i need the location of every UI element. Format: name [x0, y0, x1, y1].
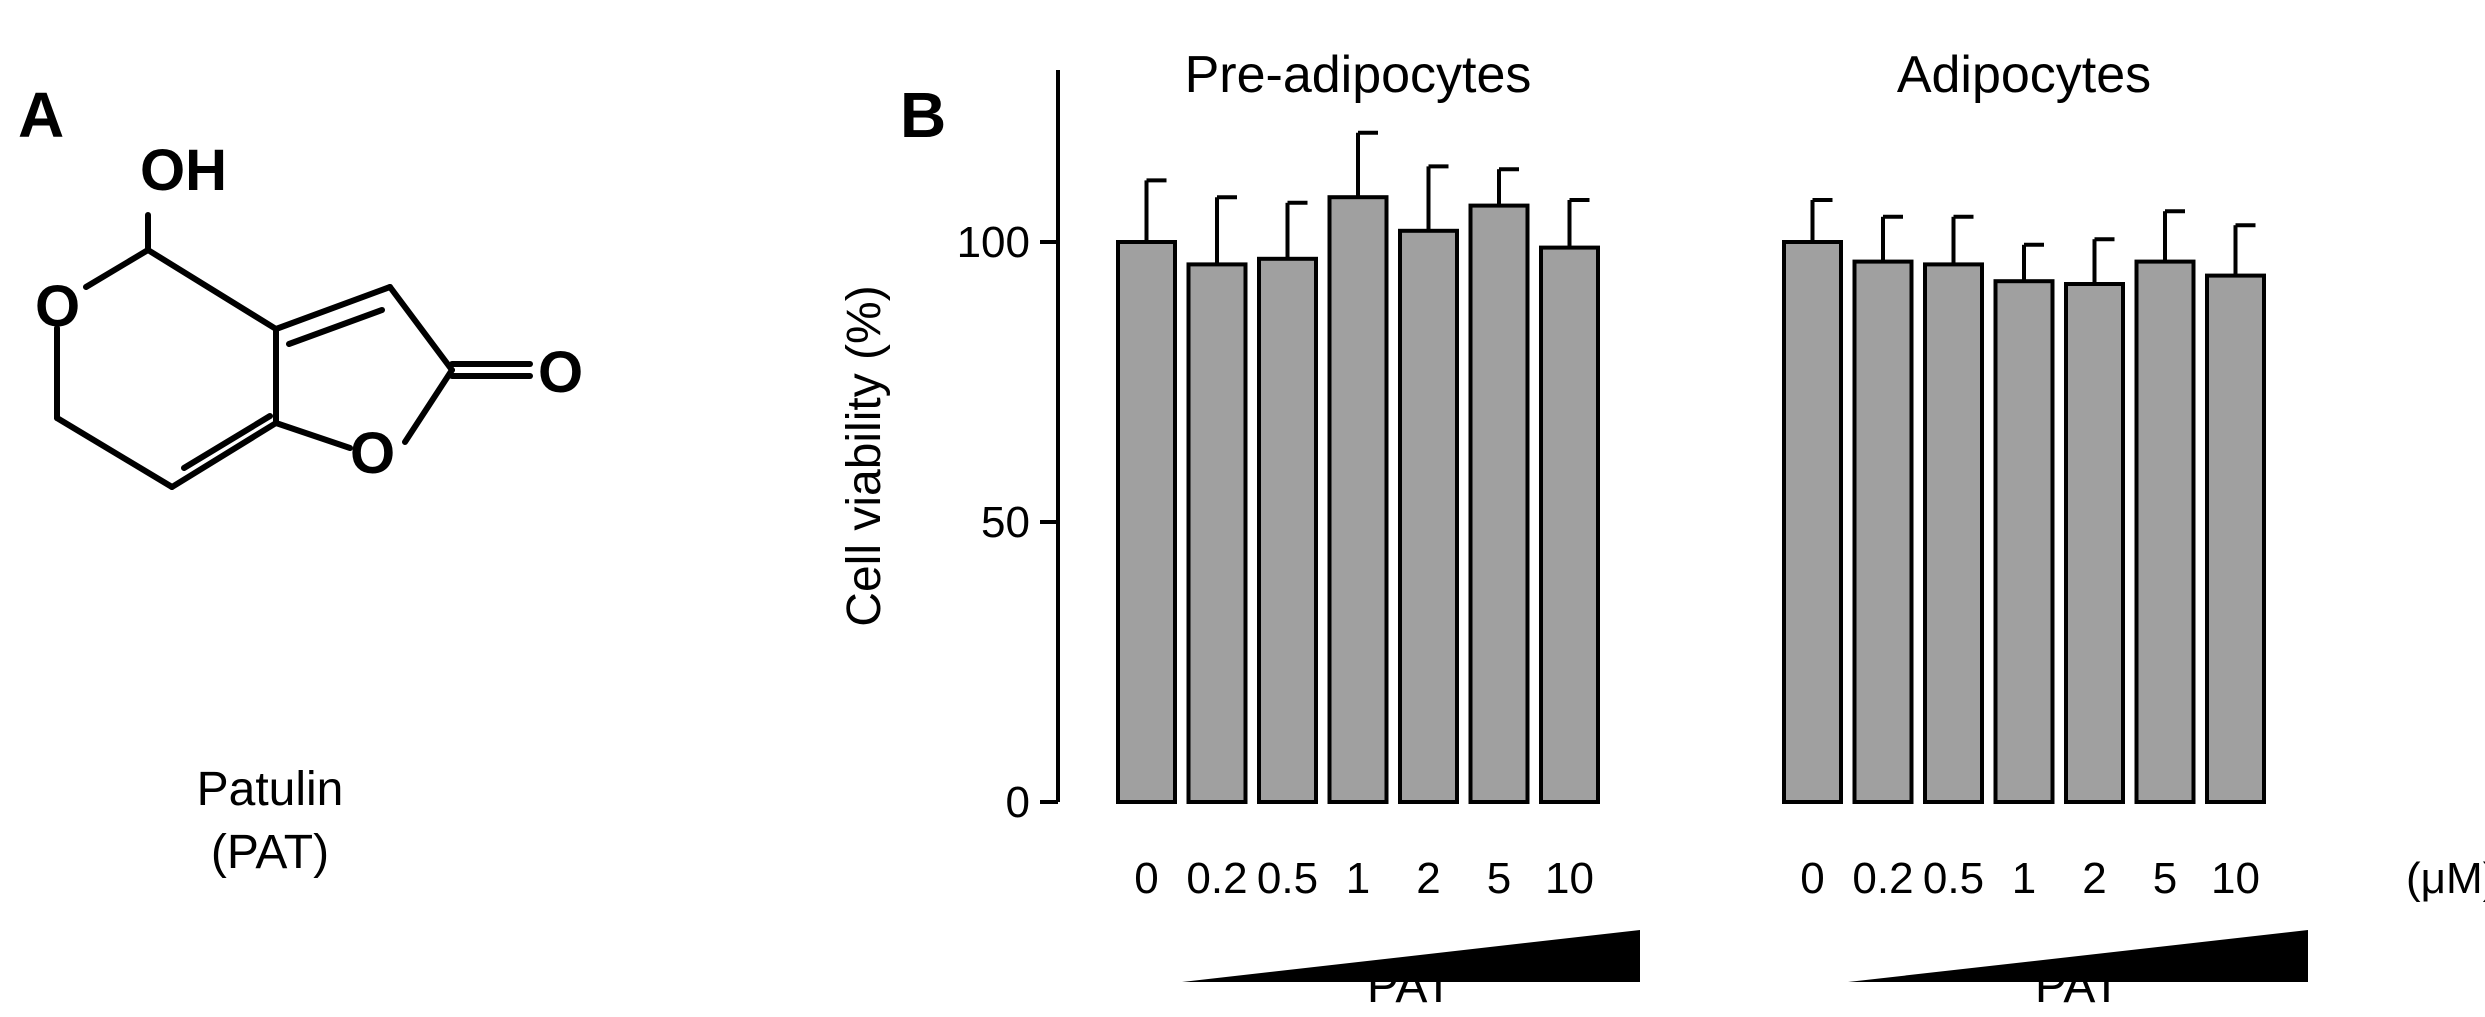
patulin-structure [54, 212, 533, 490]
bar-g1-2 [1923, 262, 1984, 804]
bond-c4-o [83, 247, 151, 290]
bar-g0-3 [1327, 195, 1389, 804]
y-tick-label-50: 50 [981, 498, 1030, 547]
panel-a: A OH O O O Patulin (PAT) [18, 79, 583, 879]
y-tick-label-0: 0 [1006, 778, 1030, 827]
dose-label-g0-0: 0 [1134, 854, 1158, 903]
dose-label-g1-6: 10 [2211, 854, 2260, 903]
bar-g0-1 [1186, 262, 1248, 804]
atom-ring-o: O [35, 274, 80, 339]
bars [1116, 130, 2266, 805]
y-axis-label: Cell viability (%) [838, 285, 891, 626]
compound-abbrev: (PAT) [211, 826, 329, 879]
dose-wedge-adipocytes [1848, 930, 2308, 982]
group-title-adipocytes: Adipocytes [1897, 46, 2151, 104]
bar-g1-0 [1782, 240, 1843, 804]
dose-label-g0-6: 10 [1545, 854, 1594, 903]
dose-wedge-pre-adipocytes [1182, 930, 1640, 982]
group-title-pre-adipocytes: Pre-adipocytes [1185, 46, 1532, 104]
dose-label-g0-4: 2 [1416, 854, 1440, 903]
unit-label: (μM) [2406, 854, 2485, 903]
dose-label-g1-4: 2 [2082, 854, 2106, 903]
treatment-label-adipocytes: PAT [2035, 960, 2121, 1013]
bar-g0-2 [1257, 256, 1318, 804]
bond-c2-o [402, 367, 455, 445]
dose-label-g1-5: 5 [2153, 854, 2177, 903]
dose-label-g1-2: 0.5 [1923, 854, 1984, 903]
treatment-label-pre-adipocytes: PAT [1367, 960, 1453, 1013]
bond-ch-c7a-double [181, 413, 273, 471]
dose-label-g1-1: 0.2 [1852, 854, 1913, 903]
atom-oh: OH [140, 138, 227, 203]
dose-label-g0-2: 0.5 [1257, 854, 1318, 903]
bar-g1-1 [1852, 259, 1914, 805]
dose-label-g0-5: 5 [1487, 854, 1511, 903]
bar-g1-4 [2064, 282, 2125, 804]
compound-name: Patulin [197, 763, 344, 816]
dose-label-g1-0: 0 [1800, 854, 1824, 903]
bond-c4-c3a [145, 247, 279, 332]
bar-g0-5 [1468, 203, 1530, 805]
dose-labels: 0 0.2 0.5 1 2 5 10 0 0.2 0.5 1 2 5 10 [1134, 854, 2260, 903]
y-tick-label-100: 100 [957, 218, 1030, 267]
bond-c3a-c3-double [286, 307, 385, 347]
bar-g1-5 [2134, 259, 2196, 805]
bond-ch-c7a [169, 420, 279, 490]
bar-g1-3 [1993, 279, 2055, 804]
bar-g0-0 [1116, 240, 1177, 804]
bar-g1-6 [2205, 273, 2266, 805]
bar-g0-4 [1398, 228, 1459, 805]
atom-carbonyl-o: O [538, 340, 583, 405]
bond-c3-c2 [387, 284, 455, 373]
bond-c3a-c3 [273, 284, 393, 332]
bond-c7a-o [273, 420, 353, 451]
dose-label-g0-3: 1 [1346, 854, 1370, 903]
dose-label-g1-3: 1 [2012, 854, 2036, 903]
atom-lactone-o: O [350, 421, 395, 486]
panel-b-label: B [900, 79, 946, 151]
panel-a-label: A [18, 79, 64, 151]
bond-ch2-ch [54, 415, 175, 490]
y-ticks: 0 50 100 [957, 218, 1058, 827]
dose-label-g0-1: 0.2 [1186, 854, 1247, 903]
bar-g0-6 [1539, 245, 1600, 805]
